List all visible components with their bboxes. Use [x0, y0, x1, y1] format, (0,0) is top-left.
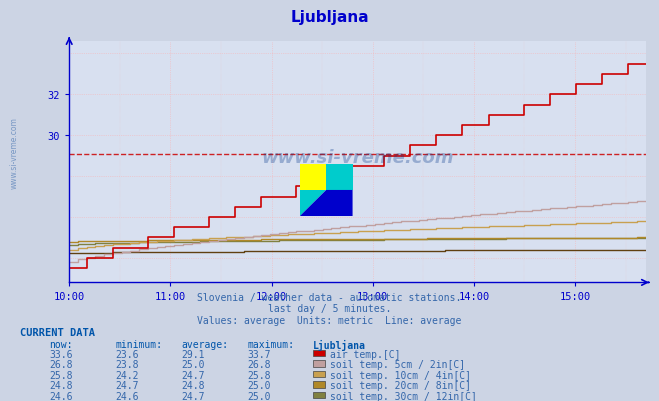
- Text: 24.8: 24.8: [49, 380, 73, 390]
- Text: CURRENT DATA: CURRENT DATA: [20, 327, 95, 337]
- Text: average:: average:: [181, 339, 228, 349]
- Text: www.si-vreme.com: www.si-vreme.com: [261, 149, 454, 166]
- Text: soil temp. 20cm / 8in[C]: soil temp. 20cm / 8in[C]: [330, 380, 471, 390]
- Text: 23.6: 23.6: [115, 349, 139, 359]
- Text: 24.7: 24.7: [181, 370, 205, 380]
- Text: maximum:: maximum:: [247, 339, 294, 349]
- Text: 24.6: 24.6: [115, 391, 139, 401]
- Text: 24.7: 24.7: [115, 380, 139, 390]
- Text: 25.0: 25.0: [181, 359, 205, 369]
- Text: last day / 5 minutes.: last day / 5 minutes.: [268, 304, 391, 314]
- Text: 25.8: 25.8: [247, 370, 271, 380]
- Text: Ljubljana: Ljubljana: [313, 339, 366, 350]
- Text: 25.0: 25.0: [247, 380, 271, 390]
- Text: 33.7: 33.7: [247, 349, 271, 359]
- Text: now:: now:: [49, 339, 73, 349]
- Text: 24.8: 24.8: [181, 380, 205, 390]
- Text: soil temp. 10cm / 4in[C]: soil temp. 10cm / 4in[C]: [330, 370, 471, 380]
- Text: Ljubljana: Ljubljana: [290, 10, 369, 25]
- Text: air temp.[C]: air temp.[C]: [330, 349, 400, 359]
- Text: soil temp. 5cm / 2in[C]: soil temp. 5cm / 2in[C]: [330, 359, 465, 369]
- Text: Values: average  Units: metric  Line: average: Values: average Units: metric Line: aver…: [197, 315, 462, 325]
- Polygon shape: [300, 164, 326, 190]
- Text: 24.6: 24.6: [49, 391, 73, 401]
- Text: minimum:: minimum:: [115, 339, 162, 349]
- Text: 23.8: 23.8: [115, 359, 139, 369]
- Text: www.si-vreme.com: www.si-vreme.com: [10, 117, 19, 188]
- Text: 24.7: 24.7: [181, 391, 205, 401]
- Text: 25.8: 25.8: [49, 370, 73, 380]
- Text: Slovenia / weather data - automatic stations.: Slovenia / weather data - automatic stat…: [197, 292, 462, 302]
- Polygon shape: [326, 164, 353, 190]
- Text: 24.2: 24.2: [115, 370, 139, 380]
- Text: 33.6: 33.6: [49, 349, 73, 359]
- Polygon shape: [300, 190, 353, 217]
- Text: 29.1: 29.1: [181, 349, 205, 359]
- Text: 26.8: 26.8: [49, 359, 73, 369]
- Text: 26.8: 26.8: [247, 359, 271, 369]
- Text: 25.0: 25.0: [247, 391, 271, 401]
- Polygon shape: [300, 190, 326, 217]
- Text: soil temp. 30cm / 12in[C]: soil temp. 30cm / 12in[C]: [330, 391, 476, 401]
